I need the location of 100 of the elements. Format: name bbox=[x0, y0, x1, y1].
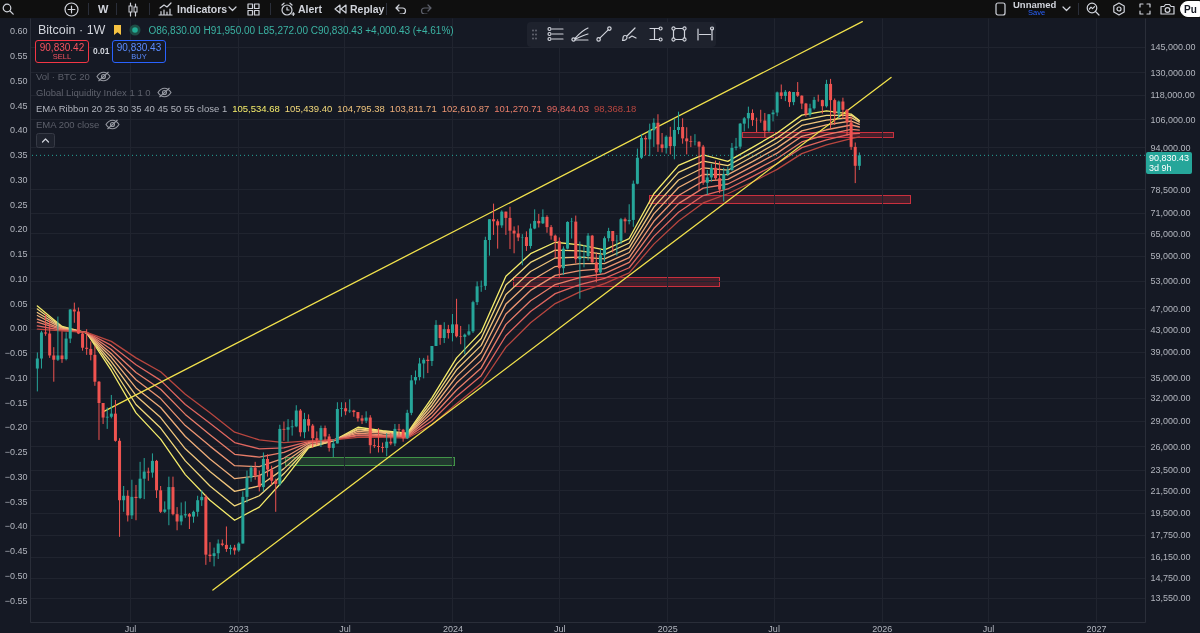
y-tick-label: 118,000.00 bbox=[1150, 90, 1195, 101]
candlestick bbox=[718, 160, 722, 194]
y-tick-label: 43,000.00 bbox=[1150, 324, 1191, 335]
candlestick bbox=[496, 218, 500, 250]
candlestick bbox=[311, 423, 315, 449]
candlestick bbox=[130, 479, 134, 520]
y2-tick-label: −0.55 bbox=[4, 595, 28, 606]
annotation: 101,270.71 bbox=[494, 102, 542, 114]
y2-tick-label: −0.35 bbox=[4, 496, 28, 507]
x-tick-label: 2027 bbox=[1086, 623, 1107, 633]
y-tick-label: 53,000.00 bbox=[1150, 276, 1191, 287]
candlestick bbox=[598, 248, 602, 275]
candlestick bbox=[196, 495, 200, 518]
pill-button: Pu bbox=[1180, 1, 1200, 17]
candlestick bbox=[257, 470, 261, 492]
annotation: EMA Ribbon 20 25 30 35 40 45 50 55 close 1 bbox=[36, 102, 228, 114]
x-tick-label: 2023 bbox=[228, 623, 249, 633]
y-tick-label: 16,150.00 bbox=[1150, 552, 1191, 563]
ref-line-label: 90,830.43 3d 9h bbox=[1146, 152, 1193, 175]
candlestick bbox=[175, 506, 179, 531]
text: Replay bbox=[350, 3, 385, 16]
annotation: Vol · BTC 20 bbox=[36, 70, 90, 82]
y2-tick-label: −0.15 bbox=[4, 397, 28, 408]
candlestick bbox=[853, 141, 857, 184]
candlestick bbox=[134, 484, 138, 521]
y-tick-label: 35,000.00 bbox=[1150, 372, 1191, 383]
candlestick bbox=[294, 404, 298, 428]
y-tick-label: 13,550.00 bbox=[1150, 593, 1191, 604]
candlestick bbox=[64, 331, 68, 361]
y2-tick-label: −0.10 bbox=[4, 372, 28, 383]
candlestick bbox=[303, 412, 306, 439]
candlestick bbox=[697, 140, 701, 191]
y2-tick-label: 0.30 bbox=[9, 174, 28, 185]
candlestick bbox=[35, 351, 39, 392]
candlestick bbox=[681, 117, 685, 145]
candlestick bbox=[652, 117, 656, 148]
annotation: 0.01 bbox=[93, 46, 110, 57]
candlestick bbox=[442, 321, 446, 344]
candlestick bbox=[459, 325, 463, 345]
candlestick bbox=[286, 418, 290, 443]
x-tick-label: 2024 bbox=[442, 623, 463, 633]
text: Indicators bbox=[177, 3, 228, 16]
candlestick bbox=[508, 206, 512, 250]
candlestick bbox=[360, 414, 364, 425]
candlestick bbox=[72, 302, 76, 324]
y-tick-label: 65,000.00 bbox=[1150, 228, 1191, 239]
candlestick bbox=[594, 252, 598, 283]
candlestick bbox=[52, 346, 56, 383]
candlestick bbox=[455, 298, 459, 338]
candlestick bbox=[167, 476, 171, 526]
annotation: 105,439.40 bbox=[284, 102, 333, 114]
y-tick-label: 14,750.00 bbox=[1150, 573, 1191, 584]
y-tick-label: 78,500.00 bbox=[1150, 184, 1191, 195]
candlestick bbox=[150, 452, 154, 479]
candlestick bbox=[122, 485, 126, 513]
y-tick-label: 19,500.00 bbox=[1150, 508, 1191, 519]
y2-tick-label: 0.25 bbox=[9, 199, 28, 210]
x-tick-label: 2025 bbox=[657, 623, 678, 633]
candlestick bbox=[487, 218, 491, 257]
candlestick bbox=[664, 134, 668, 155]
y-tick-label: 21,500.00 bbox=[1150, 485, 1191, 496]
text: Alert bbox=[298, 3, 322, 16]
candlestick bbox=[323, 425, 327, 443]
y-tick-label: 29,000.00 bbox=[1150, 416, 1191, 427]
candlestick bbox=[529, 223, 533, 250]
candlestick bbox=[44, 313, 48, 337]
y-tick-label: 106,000.00 bbox=[1150, 114, 1196, 125]
candlestick bbox=[775, 91, 779, 117]
candlestick bbox=[48, 319, 52, 359]
annotation: O86,830.00 H91,950.00 L85,272.00 C90,830.43 +4,000.43 (+4.61%) bbox=[148, 24, 454, 36]
annotation: 98,368.18 bbox=[594, 102, 637, 114]
candlestick bbox=[76, 307, 80, 335]
candlestick bbox=[179, 502, 183, 526]
x-tick-label: Jul bbox=[982, 623, 995, 633]
annotation: 105,534.68 bbox=[232, 102, 280, 114]
annotation: 90,830.43 bbox=[116, 41, 162, 53]
text: Unnamed bbox=[1013, 0, 1057, 10]
candlestick bbox=[623, 217, 627, 234]
y-tick-label: 94,000.00 bbox=[1150, 142, 1191, 153]
candlestick bbox=[767, 113, 771, 133]
candlestick bbox=[331, 438, 335, 458]
candlestick bbox=[689, 135, 693, 148]
y-tick-label: 26,000.00 bbox=[1150, 441, 1191, 452]
candlestick bbox=[668, 126, 672, 155]
y-tick-label: 71,000.00 bbox=[1150, 208, 1191, 219]
candlestick bbox=[553, 234, 557, 259]
candlestick bbox=[266, 453, 270, 478]
y2-tick-label: 0.15 bbox=[9, 249, 28, 260]
candlestick bbox=[714, 160, 717, 181]
candlestick bbox=[146, 467, 150, 482]
candlestick bbox=[450, 313, 454, 342]
y2-tick-label: −0.50 bbox=[4, 570, 28, 581]
candlestick bbox=[81, 331, 85, 352]
candlestick bbox=[364, 410, 368, 424]
candlestick bbox=[722, 167, 726, 202]
candlestick bbox=[224, 525, 228, 553]
annotation: EMA 200 close bbox=[36, 118, 100, 130]
y-tick-label: 32,000.00 bbox=[1150, 393, 1191, 404]
candlestick bbox=[418, 357, 422, 381]
candlestick bbox=[142, 457, 146, 500]
